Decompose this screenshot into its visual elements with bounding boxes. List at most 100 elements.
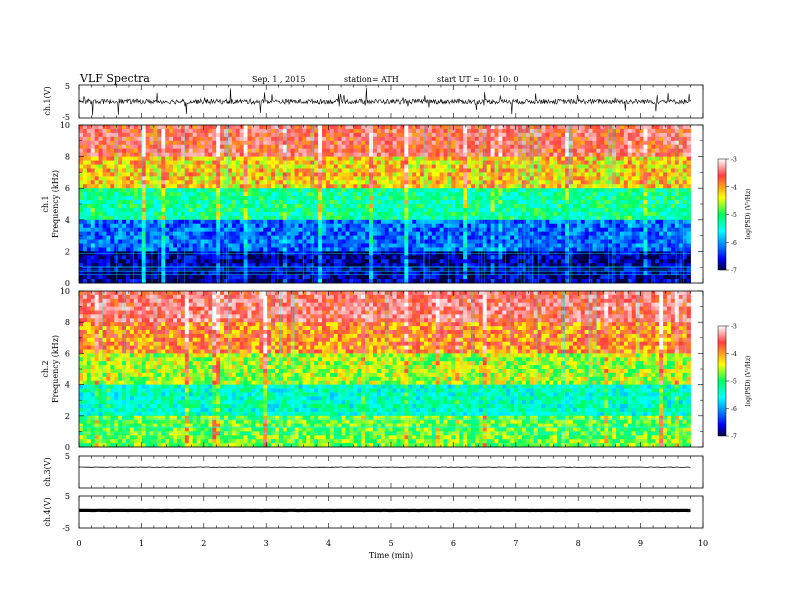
spectrogram-cell <box>153 263 158 268</box>
spectrogram-cell <box>129 144 135 150</box>
spectrogram-cell <box>133 168 139 173</box>
spectrogram-cell <box>333 168 339 173</box>
spectrogram-cell <box>102 184 107 189</box>
spectrogram-cell <box>212 279 217 284</box>
spectrogram-cell <box>471 144 476 150</box>
spectrogram-cell <box>357 168 362 173</box>
spectrogram-cell <box>231 128 237 134</box>
spectrogram-cell <box>514 180 519 185</box>
spectrogram-cell <box>529 176 535 181</box>
spectrogram-cell <box>525 255 531 260</box>
spectrogram-cell <box>145 152 150 157</box>
spectrogram-cell <box>196 152 201 157</box>
spectrogram-cell <box>220 267 225 272</box>
spectrogram-cell <box>467 235 472 240</box>
spectrogram-cell <box>227 267 233 272</box>
spectrogram-cell <box>561 211 566 217</box>
spectrogram-cell <box>420 275 425 280</box>
spectrogram-cell <box>369 219 374 225</box>
spectrogram-cell <box>490 239 495 244</box>
spectrogram-cell <box>247 207 252 213</box>
spectrogram-cell <box>271 196 276 201</box>
spectrogram-cell <box>369 156 374 161</box>
spectrogram-cell <box>306 204 311 209</box>
spectrogram-cell <box>341 263 346 268</box>
spectrogram-cell <box>318 192 323 197</box>
spectrogram-cell <box>341 156 346 161</box>
spectrogram-cell <box>514 160 519 165</box>
spectrogram-cell <box>306 125 311 130</box>
spectrogram-cell <box>557 176 562 181</box>
spectrogram-cell <box>94 215 99 221</box>
spectrogram-cell <box>90 263 96 268</box>
spectrogram-cell <box>106 200 111 205</box>
spectrogram-cell <box>439 267 444 272</box>
spectrogram-cell <box>373 200 378 205</box>
spectrogram-cell <box>439 279 444 284</box>
spectrogram-cell <box>474 188 480 193</box>
spectrogram-cell <box>400 140 405 146</box>
spectrogram-cell <box>333 271 339 276</box>
spectrogram-cell <box>537 168 542 173</box>
spectrogram-cell <box>361 184 366 189</box>
spectrogram-cell <box>200 160 205 165</box>
spectrogram-cell <box>318 160 323 165</box>
spectrogram-cell <box>373 172 378 177</box>
spectrogram-cell <box>365 279 370 284</box>
spectrogram-cell <box>227 192 233 197</box>
spectrogram-cell <box>376 235 382 240</box>
spectrogram-cell <box>200 188 205 193</box>
spectrogram-cell <box>400 204 405 209</box>
spectrogram-cell <box>137 223 143 229</box>
spectrogram-cell <box>537 132 542 138</box>
spectrogram-cell <box>416 219 421 225</box>
spectrogram-cell <box>373 227 378 233</box>
spectrogram-cell <box>278 275 284 280</box>
spectrogram-cell <box>263 259 268 264</box>
spectrogram-cell <box>216 180 221 185</box>
spectrogram-cell <box>404 211 409 217</box>
spectrogram-cell <box>216 227 221 233</box>
spectrogram-cell <box>388 275 393 280</box>
spectrogram-cell <box>329 271 335 276</box>
spectrogram-cell <box>192 172 197 177</box>
spectrogram-cell <box>361 156 366 161</box>
spectrogram-cell <box>169 271 174 276</box>
spectrogram-cell <box>455 192 460 197</box>
spectrogram-cell <box>224 271 229 276</box>
spectrogram-cell <box>459 211 464 217</box>
spectrogram-cell <box>337 207 343 213</box>
spectrogram-cell <box>208 243 213 248</box>
spectrogram-cell <box>463 247 468 252</box>
spectrogram-cell <box>302 215 307 221</box>
spectrogram-cell <box>423 140 429 146</box>
spectrogram-cell <box>357 227 362 233</box>
spectrogram-cell <box>94 235 99 240</box>
spectrogram-cell <box>259 275 264 280</box>
spectrogram-cell <box>263 243 268 248</box>
spectrogram-cell <box>423 148 429 154</box>
spectrogram-cell <box>282 267 288 272</box>
spectrogram-cell <box>420 227 425 233</box>
spectrogram-cell <box>161 140 166 146</box>
spectrogram-cell <box>518 239 523 244</box>
spectrogram-cell <box>310 207 315 213</box>
spectrogram-cell <box>224 148 229 154</box>
spectrogram-cell <box>427 207 433 213</box>
spectrogram-cell <box>212 235 217 240</box>
spectrogram-cell <box>506 215 511 221</box>
spectrogram-cell <box>365 235 370 240</box>
spectrogram-cell <box>180 239 186 244</box>
spectrogram-cell <box>521 207 527 213</box>
spectrogram-cell <box>243 160 248 165</box>
spectrogram-cell <box>455 279 460 284</box>
spectrogram-cell <box>196 275 201 280</box>
spectrogram-cell <box>145 125 150 130</box>
spectrogram-cell <box>94 164 99 169</box>
spectrogram-cell <box>545 128 550 134</box>
spectrogram-cell <box>404 196 409 201</box>
spectrogram-cell <box>388 192 393 197</box>
spectrogram-cell <box>431 136 437 142</box>
spectrogram-cell <box>486 231 491 236</box>
spectrogram-cell <box>122 243 127 248</box>
